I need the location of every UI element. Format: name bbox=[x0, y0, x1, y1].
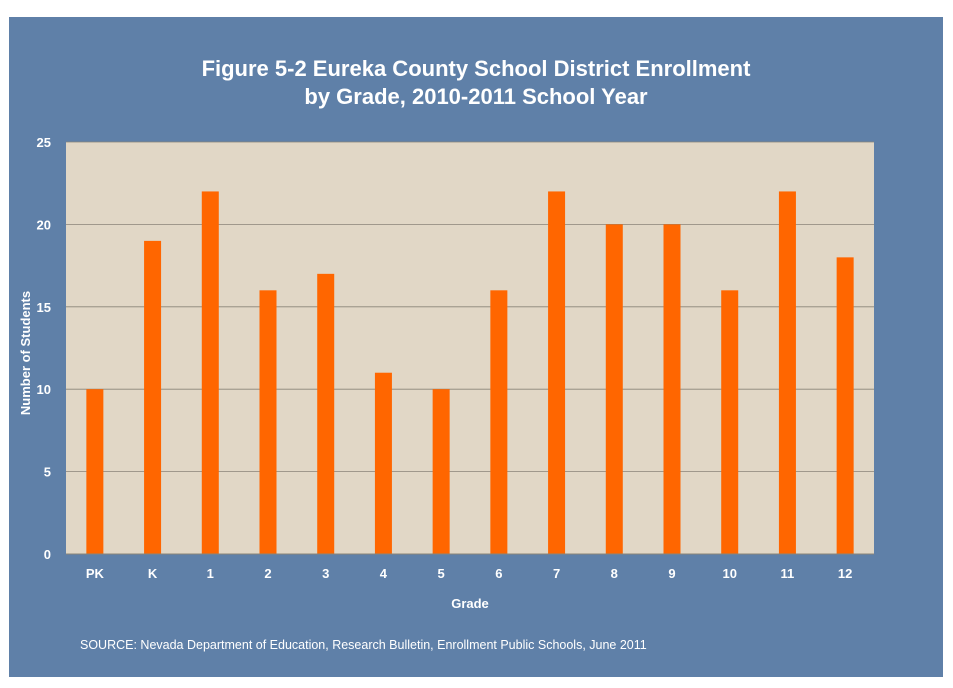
chart-title: Figure 5-2 Eureka County School District… bbox=[9, 55, 943, 111]
bar-12 bbox=[836, 257, 854, 554]
x-tick-label: 7 bbox=[553, 566, 560, 581]
y-tick-label: 5 bbox=[44, 465, 51, 480]
bar-2 bbox=[259, 290, 277, 554]
x-tick-label: 2 bbox=[264, 566, 271, 581]
x-tick-label: 9 bbox=[668, 566, 675, 581]
y-axis-label: Number of Students bbox=[18, 291, 33, 415]
bar-7 bbox=[548, 191, 566, 554]
x-tick-label: 4 bbox=[380, 566, 388, 581]
bar-11 bbox=[778, 191, 796, 554]
plot-area bbox=[66, 142, 874, 554]
x-tick-label: 11 bbox=[781, 566, 795, 581]
x-axis-ticks: PK K 1 2 3 4 5 6 7 8 9 10 11 12 bbox=[86, 566, 853, 581]
y-tick-label: 25 bbox=[37, 135, 51, 150]
bar-6 bbox=[490, 290, 508, 554]
y-tick-label: 0 bbox=[44, 547, 51, 562]
bar-10 bbox=[721, 290, 739, 554]
bar-3 bbox=[317, 273, 335, 554]
x-tick-label: 12 bbox=[838, 566, 852, 581]
y-axis-ticks: 0 5 10 15 20 25 bbox=[37, 135, 51, 562]
bar-9 bbox=[663, 224, 681, 554]
bar-4 bbox=[374, 372, 392, 554]
gridlines bbox=[66, 141, 874, 473]
bar-5 bbox=[432, 389, 450, 554]
source-note: SOURCE: Nevada Department of Education, … bbox=[80, 638, 647, 652]
chart-title-line-1: Figure 5-2 Eureka County School District… bbox=[201, 56, 751, 81]
x-tick-label: 1 bbox=[207, 566, 214, 581]
bar-8 bbox=[605, 224, 623, 554]
x-tick-label: 3 bbox=[322, 566, 329, 581]
chart-figure: Figure 5-2 Eureka County School District… bbox=[9, 17, 943, 677]
bars bbox=[86, 191, 854, 554]
x-tick-label: 8 bbox=[611, 566, 618, 581]
chart-title-line-2: by Grade, 2010-2011 School Year bbox=[304, 84, 648, 109]
y-tick-label: 10 bbox=[37, 382, 51, 397]
bar-pk bbox=[86, 389, 104, 554]
x-axis-label: Grade bbox=[451, 596, 489, 611]
x-tick-label: 6 bbox=[495, 566, 502, 581]
bar-k bbox=[144, 240, 162, 554]
x-tick-label: K bbox=[148, 566, 158, 581]
y-tick-label: 15 bbox=[37, 300, 51, 315]
bar-1 bbox=[201, 191, 219, 554]
y-tick-label: 20 bbox=[37, 217, 51, 232]
x-tick-label: 10 bbox=[722, 566, 736, 581]
x-tick-label: PK bbox=[86, 566, 105, 581]
x-tick-label: 5 bbox=[438, 566, 445, 581]
